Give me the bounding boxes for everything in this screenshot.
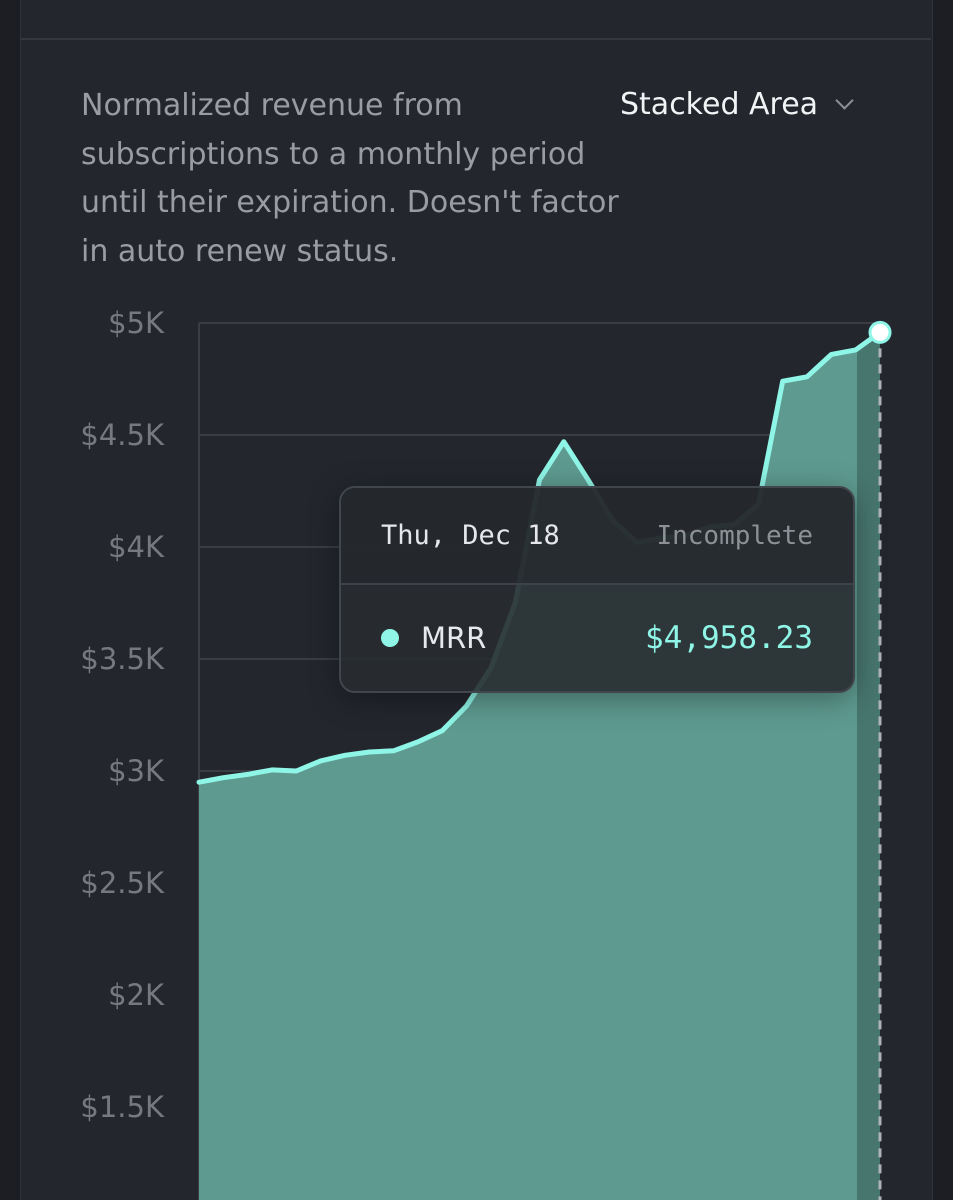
mrr-area	[199, 332, 880, 1200]
y-tick-label: $3.5K	[80, 642, 165, 676]
y-tick-label: $5K	[108, 306, 165, 340]
tooltip-body: MRR $4,958.23	[341, 585, 853, 691]
y-tick-label: $3K	[108, 754, 165, 788]
tooltip-header: Thu, Dec 18 Incomplete	[341, 488, 853, 585]
tooltip-series-name: MRR	[421, 621, 487, 655]
y-tick-label: $1.5K	[80, 1090, 165, 1124]
series-color-dot	[381, 629, 399, 647]
y-tick-label: $4K	[108, 530, 165, 564]
incomplete-area	[857, 332, 880, 1200]
chart-description: Normalized revenue from subscriptions to…	[81, 88, 619, 269]
tooltip-date: Thu, Dec 18	[381, 520, 560, 551]
hover-point	[868, 320, 892, 344]
chart-type-dropdown-label: Stacked Area	[620, 86, 819, 122]
mrr-line	[196, 329, 883, 785]
chart-type-dropdown[interactable]: Stacked Area	[620, 84, 854, 124]
y-tick-label: $2.5K	[80, 866, 165, 900]
tooltip-status: Incomplete	[656, 520, 813, 551]
tooltip-series-value: $4,958.23	[645, 620, 813, 656]
y-tick-label: $2K	[108, 978, 165, 1012]
y-tick-label: $4.5K	[80, 418, 165, 452]
top-divider	[20, 38, 931, 40]
chart-tooltip: Thu, Dec 18 Incomplete MRR $4,958.23	[339, 486, 855, 693]
